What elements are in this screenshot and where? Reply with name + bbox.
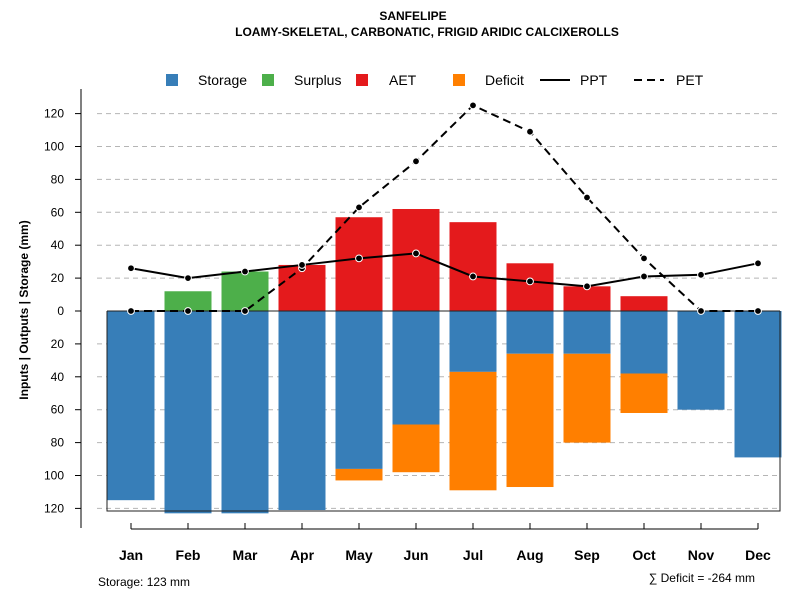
y-tick-label: 120 [44,107,64,121]
ppt-point-jun [412,249,420,258]
pet-point-feb [184,307,192,315]
pet-point-may [355,203,363,212]
storage-bar-nov [677,311,725,410]
ppt-point-sep [583,282,591,291]
y-tick-label: 0 [57,304,64,318]
x-tick-label-sep: Sep [574,547,600,563]
pet-point-nov [697,307,705,315]
ppt-point-jul [469,272,477,281]
storage-bar-jun [392,311,440,425]
x-tick-label-jul: Jul [463,547,483,563]
y-axis-label: Inputs | Outputs | Storage (mm) [17,220,31,399]
legend-swatch-deficit [453,74,465,86]
deficit-bar-sep [563,353,611,443]
y-tick-label: 40 [51,238,65,252]
legend-label-pet: PET [676,72,704,88]
storage-bar-sep [563,311,611,354]
plot-frame [106,310,781,512]
y-tick-label: 120 [44,501,64,515]
ppt-point-apr [298,261,306,269]
legend-label-storage: Storage [198,72,247,88]
storage-bar-may [335,311,383,469]
legend-label-aet: AET [389,72,417,88]
ppt-point-mar [241,267,249,276]
y-tick-label: 100 [44,140,64,154]
ppt-point-aug [526,277,534,286]
storage-bar-mar [221,311,269,514]
pet-point-oct [640,254,648,263]
storage-bar-feb [164,311,212,514]
ppt-point-dec [754,259,762,268]
aet-bar-jul [449,222,497,311]
storage-frame [106,311,781,512]
x-tick-label-aug: Aug [516,547,543,563]
surplus-bar-feb [164,291,212,311]
x-tick-label-mar: Mar [233,547,258,563]
storage-bar-jul [449,311,497,372]
storage-bar-oct [620,311,668,374]
ppt-point-nov [697,270,705,279]
ppt-point-jan [127,264,135,273]
x-tick-label-oct: Oct [632,547,656,563]
y-tick-label: 80 [51,436,65,450]
pet-line [131,104,758,312]
legend-swatch-storage [166,74,178,86]
ppt-line [130,252,759,288]
y-tick-label: 100 [44,469,64,483]
y-tick-label: 20 [51,271,65,285]
storage-bar-jan [107,311,155,501]
legend-swatch-surplus [262,74,274,86]
x-tick-label-jun: Jun [404,547,429,563]
bars [107,209,782,514]
storage-bar-aug [506,311,554,354]
x-tick-label-jan: Jan [119,547,143,563]
pet-point-jul [469,101,477,110]
deficit-bar-may [335,468,383,481]
aet-bar-may [335,217,383,311]
x-tick-label-feb: Feb [176,547,201,563]
storage-bar-dec [734,311,782,458]
deficit-bar-oct [620,373,668,413]
y-tick-label: 20 [51,337,65,351]
aet-bar-oct [620,296,668,311]
lines [127,101,762,315]
pet-point-aug [526,127,534,136]
legend-swatch-aet [356,74,368,86]
x-tick-label-nov: Nov [688,547,715,563]
storage-annotation: Storage: 123 mm [98,575,190,589]
aet-bar-aug [506,263,554,311]
x-tick-label-may: May [345,547,372,563]
pet-point-mar [241,307,249,315]
y-tick-label: 60 [51,205,65,219]
chart-subtitle: LOAMY-SKELETAL, CARBONATIC, FRIGID ARIDI… [235,25,619,39]
aet-bar-apr [278,264,326,311]
surplus-bar-mar [221,271,269,311]
pet-point-jan [127,307,135,315]
x-tick-label-dec: Dec [745,547,771,563]
y-tick-label: 60 [51,403,65,417]
legend: Storage Surplus AET Deficit PPT PET [166,72,704,88]
deficit-bar-jul [449,371,497,491]
y-tick-label: 40 [51,370,65,384]
axes: 120 100 80 60 40 20 0 20 40 60 80 100 120 Jan Feb Mar Ap… [44,89,771,563]
x-tick-label-apr: Apr [290,547,315,563]
storage-bar-apr [278,311,326,511]
deficit-bar-jun [392,424,440,473]
deficit-annotation: ∑ Deficit = -264 mm [649,571,755,585]
legend-label-deficit: Deficit [485,72,524,88]
chart-title: SANFELIPE [379,9,446,23]
pet-point-jun [412,157,420,166]
ppt-point-feb [184,274,192,283]
pet-point-sep [583,193,591,202]
pet-point-dec [754,307,762,315]
legend-label-surplus: Surplus [294,72,341,88]
deficit-bar-aug [506,353,554,488]
ppt-point-may [355,254,363,263]
ppt-point-oct [640,272,648,281]
aet-bar-sep [563,286,611,311]
y-tick-label: 80 [51,172,65,186]
legend-label-ppt: PPT [580,72,608,88]
